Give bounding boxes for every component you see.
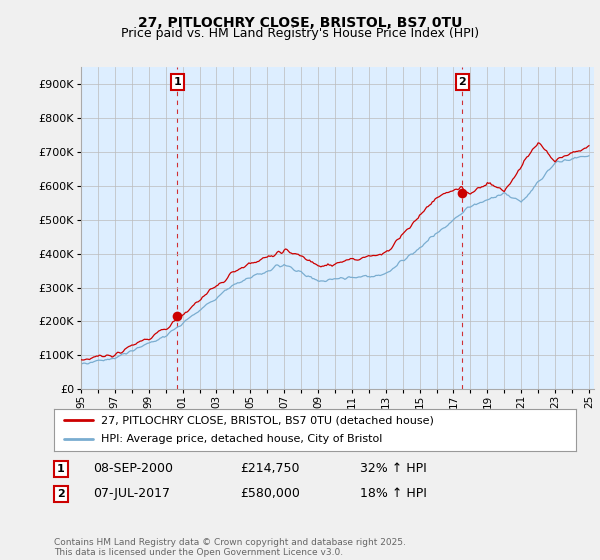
Text: 27, PITLOCHRY CLOSE, BRISTOL, BS7 0TU (detached house): 27, PITLOCHRY CLOSE, BRISTOL, BS7 0TU (d… bbox=[101, 415, 434, 425]
Text: 07-JUL-2017: 07-JUL-2017 bbox=[93, 487, 170, 501]
Text: £214,750: £214,750 bbox=[240, 462, 299, 475]
Text: 1: 1 bbox=[57, 464, 65, 474]
Text: Price paid vs. HM Land Registry's House Price Index (HPI): Price paid vs. HM Land Registry's House … bbox=[121, 27, 479, 40]
Text: HPI: Average price, detached house, City of Bristol: HPI: Average price, detached house, City… bbox=[101, 435, 382, 445]
Text: 08-SEP-2000: 08-SEP-2000 bbox=[93, 462, 173, 475]
Text: 27, PITLOCHRY CLOSE, BRISTOL, BS7 0TU: 27, PITLOCHRY CLOSE, BRISTOL, BS7 0TU bbox=[138, 16, 462, 30]
Text: 18% ↑ HPI: 18% ↑ HPI bbox=[360, 487, 427, 501]
Text: 2: 2 bbox=[458, 77, 466, 87]
Text: 1: 1 bbox=[173, 77, 181, 87]
Text: £580,000: £580,000 bbox=[240, 487, 300, 501]
Text: Contains HM Land Registry data © Crown copyright and database right 2025.
This d: Contains HM Land Registry data © Crown c… bbox=[54, 538, 406, 557]
Text: 2: 2 bbox=[57, 489, 65, 499]
Text: 32% ↑ HPI: 32% ↑ HPI bbox=[360, 462, 427, 475]
